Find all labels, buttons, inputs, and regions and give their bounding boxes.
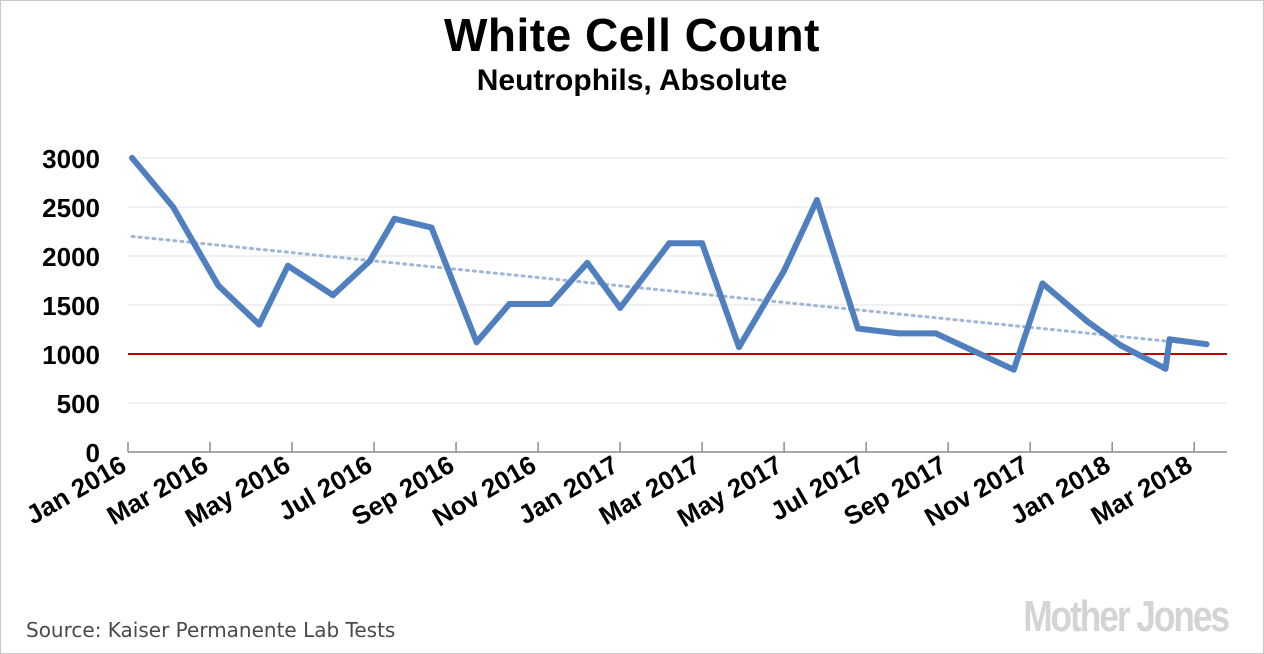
mother-jones-logo: Mother Jones	[1023, 592, 1230, 641]
y-tick-label: 2000	[42, 242, 100, 272]
data-point	[1084, 318, 1091, 325]
data-point	[506, 301, 513, 308]
data-point	[617, 304, 624, 311]
data-point	[170, 204, 177, 210]
data-point	[895, 330, 902, 337]
chart-title: White Cell Count	[444, 9, 820, 61]
data-point	[854, 325, 861, 332]
y-tick-label: 1500	[42, 291, 100, 321]
data-point	[428, 224, 435, 231]
data-point	[666, 240, 673, 247]
data-point	[699, 240, 706, 247]
y-tick-label: 0	[86, 438, 100, 468]
y-tick-label: 1000	[42, 340, 100, 370]
data-point	[547, 301, 554, 308]
data-point	[584, 259, 591, 266]
data-point	[813, 197, 820, 204]
y-tick-label: 2500	[42, 193, 100, 223]
data-point	[781, 267, 788, 274]
data-point	[1203, 341, 1210, 348]
data-point	[473, 339, 480, 346]
data-point	[391, 215, 398, 222]
data-point	[284, 262, 291, 269]
data-point	[1010, 366, 1017, 373]
data-point	[215, 282, 222, 289]
data-point	[1162, 365, 1169, 372]
data-point	[1039, 280, 1046, 287]
chart-subtitle: Neutrophils, Absolute	[476, 64, 788, 97]
y-tick-label: 500	[57, 389, 100, 419]
data-point	[1166, 336, 1173, 343]
data-point	[129, 155, 136, 161]
data-point	[1117, 342, 1124, 349]
series-line	[129, 155, 1210, 373]
data-point	[256, 321, 263, 328]
y-tick-label: 3000	[42, 144, 100, 174]
data-point	[932, 330, 939, 337]
data-point	[736, 344, 743, 351]
source-note: Source: Kaiser Permanente Lab Tests	[26, 618, 396, 642]
data-point	[330, 292, 337, 299]
data-point	[366, 257, 373, 264]
trendline	[130, 234, 1208, 347]
